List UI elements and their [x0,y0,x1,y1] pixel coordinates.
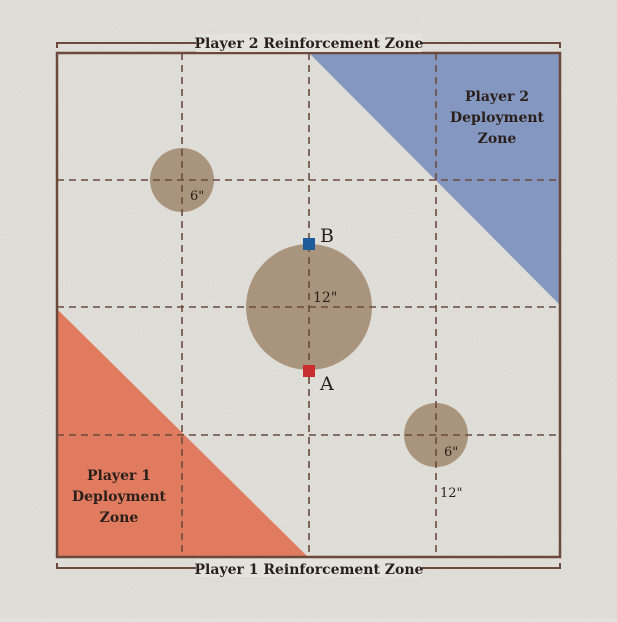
top-label-background [196,34,422,52]
player-1-deployment-zone [57,309,308,557]
player-2-deployment-label-line-3: Zone [478,131,517,147]
bottom-label-background [196,559,422,577]
player-2-deployment-label-line-1: Player 2 [465,89,529,105]
player-2-deployment-label-line-2: Deployment [450,110,545,126]
table-border [55,51,562,559]
objective-b-label: B [320,225,334,247]
player-1-deployment-label-line-2: Deployment [72,489,167,505]
grid-lines [57,53,560,557]
edge-distance-label: 12" [440,486,463,501]
objective-b-marker [303,238,315,250]
player-2-deployment-zone [309,53,560,305]
player-1-deployment-label-line-3: Zone [100,510,139,526]
player-1-deployment-label-line-1: Player 1 [87,468,151,484]
small-circle-top-radius-label: 6" [190,189,204,204]
small-circle-bottom-radius-label: 6" [444,445,458,460]
player-1-reinforcement-label: Player 1 Reinforcement Zone [195,562,424,578]
objective-a-label: A [319,373,334,395]
player-2-reinforcement-label: Player 2 Reinforcement Zone [195,36,424,52]
terrain-circle-small-bottom [404,403,468,467]
objective-a-marker [303,365,315,377]
center-circle-radius-label: 12" [313,290,337,306]
